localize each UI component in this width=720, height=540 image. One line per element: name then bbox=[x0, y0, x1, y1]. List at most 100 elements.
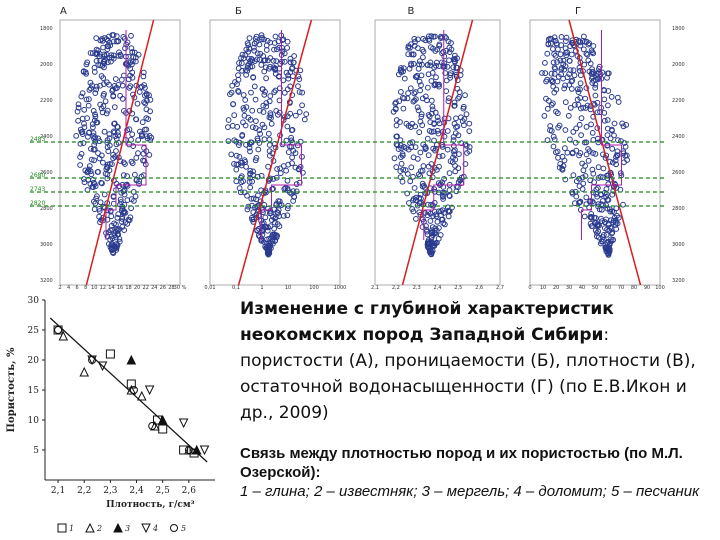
data-point bbox=[272, 214, 279, 221]
data-point bbox=[91, 64, 98, 71]
data-point bbox=[557, 51, 564, 58]
x-tick-label: 26 bbox=[160, 285, 166, 290]
data-point bbox=[605, 70, 612, 77]
data-point bbox=[460, 105, 467, 112]
data-point bbox=[129, 160, 136, 167]
data-point bbox=[562, 176, 569, 183]
data-point bbox=[611, 120, 618, 127]
data-point bbox=[86, 163, 93, 169]
x-tick-label: 100 bbox=[655, 285, 665, 290]
data-point bbox=[256, 41, 263, 48]
data-point bbox=[554, 59, 560, 65]
data-point bbox=[84, 59, 91, 66]
data-point bbox=[422, 210, 428, 216]
data-point bbox=[99, 180, 105, 187]
data-point bbox=[548, 36, 555, 42]
data-point-series-4 bbox=[199, 445, 210, 456]
data-point bbox=[592, 76, 599, 83]
data-point bbox=[583, 38, 590, 45]
x-tick-label: 2,1 bbox=[371, 285, 379, 290]
data-point bbox=[584, 51, 591, 58]
panel-label: А bbox=[60, 6, 67, 17]
data-point bbox=[422, 146, 429, 153]
x-tick-label: 20 bbox=[553, 285, 559, 290]
data-point bbox=[412, 144, 419, 151]
data-point bbox=[132, 58, 139, 65]
data-point bbox=[265, 130, 272, 137]
data-point bbox=[288, 137, 295, 144]
data-point bbox=[564, 149, 571, 156]
data-point bbox=[263, 103, 270, 110]
data-point-series-2 bbox=[126, 384, 137, 395]
data-point bbox=[121, 35, 128, 42]
data-point bbox=[249, 107, 256, 114]
data-point bbox=[119, 224, 126, 230]
data-point bbox=[411, 90, 418, 97]
data-point bbox=[608, 94, 615, 100]
data-point bbox=[106, 241, 112, 247]
x-tick-label: 40 bbox=[579, 285, 585, 290]
data-point bbox=[592, 151, 599, 157]
data-point bbox=[399, 178, 406, 185]
data-point bbox=[466, 148, 473, 155]
data-point bbox=[414, 104, 421, 111]
data-point bbox=[398, 89, 404, 95]
data-point bbox=[108, 52, 115, 58]
data-point bbox=[270, 213, 276, 220]
data-point bbox=[235, 88, 242, 94]
data-point bbox=[81, 106, 88, 113]
data-point bbox=[263, 47, 270, 53]
caption-second: Связь между плотностью пород и их порист… bbox=[240, 444, 710, 501]
data-point bbox=[87, 168, 94, 175]
data-point bbox=[614, 148, 621, 155]
data-point bbox=[436, 43, 443, 49]
data-point bbox=[299, 102, 306, 109]
data-point bbox=[288, 127, 295, 134]
data-point bbox=[420, 163, 427, 169]
data-point bbox=[428, 229, 435, 236]
data-point bbox=[431, 199, 438, 206]
data-point bbox=[550, 46, 556, 52]
y-tick-label-right: 1800 bbox=[672, 26, 685, 32]
x-tick-label: 2,2 bbox=[392, 285, 400, 290]
data-point bbox=[620, 201, 626, 208]
data-point bbox=[96, 138, 103, 145]
data-point bbox=[269, 238, 276, 245]
data-point bbox=[134, 100, 141, 107]
data-point bbox=[279, 48, 286, 55]
data-point bbox=[73, 133, 80, 139]
data-point bbox=[267, 152, 273, 159]
data-point bbox=[274, 166, 281, 172]
data-point bbox=[241, 107, 248, 113]
data-point bbox=[255, 192, 261, 199]
data-point bbox=[147, 108, 154, 115]
data-point bbox=[93, 86, 100, 93]
data-point bbox=[398, 160, 405, 167]
data-point-series-2 bbox=[136, 390, 147, 401]
data-point bbox=[451, 120, 458, 127]
y-tick-label: 25 bbox=[28, 326, 40, 336]
data-point bbox=[238, 55, 244, 61]
data-point bbox=[274, 232, 281, 239]
data-point bbox=[398, 154, 404, 161]
x-tick-label: 2,6 bbox=[182, 486, 197, 496]
data-point bbox=[452, 59, 458, 65]
data-point bbox=[273, 108, 280, 114]
data-point bbox=[425, 84, 431, 91]
data-point bbox=[443, 77, 450, 84]
data-point bbox=[458, 140, 465, 147]
data-point bbox=[612, 217, 619, 224]
data-point bbox=[425, 152, 432, 159]
y-tick-label-right: 2000 bbox=[672, 62, 685, 68]
data-point bbox=[574, 96, 581, 103]
data-point bbox=[604, 132, 611, 139]
data-point bbox=[411, 36, 418, 42]
data-point bbox=[576, 199, 582, 206]
y-tick-label-right: 3000 bbox=[672, 242, 685, 248]
data-point bbox=[595, 185, 601, 191]
data-point bbox=[405, 51, 412, 58]
data-point bbox=[136, 89, 143, 95]
data-point bbox=[77, 126, 84, 133]
data-point bbox=[86, 96, 92, 103]
data-point bbox=[587, 177, 594, 184]
